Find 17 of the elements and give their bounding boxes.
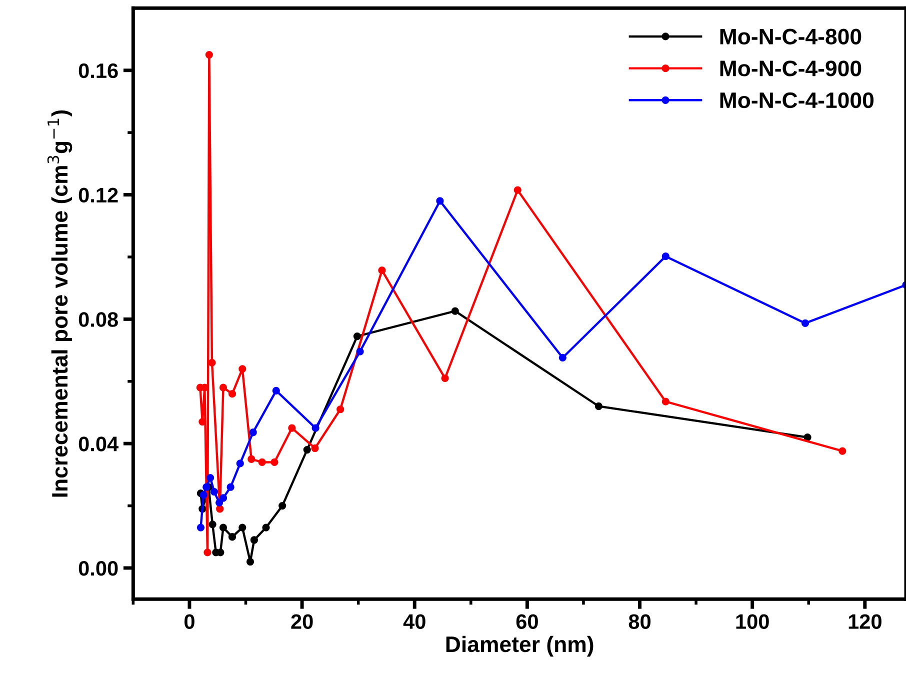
y-tick-label: 0.16 (78, 63, 118, 78)
y-tick-label: 0.08 (78, 312, 118, 327)
legend-label: Mo-N-C-4-1000 (720, 92, 874, 108)
x-tick-label: 100 (736, 614, 769, 629)
x-tick-label: 40 (403, 614, 426, 629)
y-tick-label: 0.12 (78, 188, 118, 203)
y-tick-label: 0.00 (78, 560, 118, 576)
x-tick-label: 120 (848, 614, 882, 629)
legend-label: Mo-N-C-4-800 (720, 28, 862, 44)
x-tick-label: 60 (516, 614, 538, 629)
x-tick-label: 80 (628, 614, 650, 629)
y-tick-label: 0.04 (78, 436, 118, 452)
y-axis-title: Increcemental pore volume (cm$^{3}$g$^{−1}$) (47, 110, 72, 497)
legend-label: Mo-N-C-4-900 (720, 60, 862, 76)
x-tick-label: 20 (291, 614, 313, 629)
x-tick-label: 0 (184, 614, 194, 629)
x-axis-title: Diameter (nm) (446, 636, 594, 657)
